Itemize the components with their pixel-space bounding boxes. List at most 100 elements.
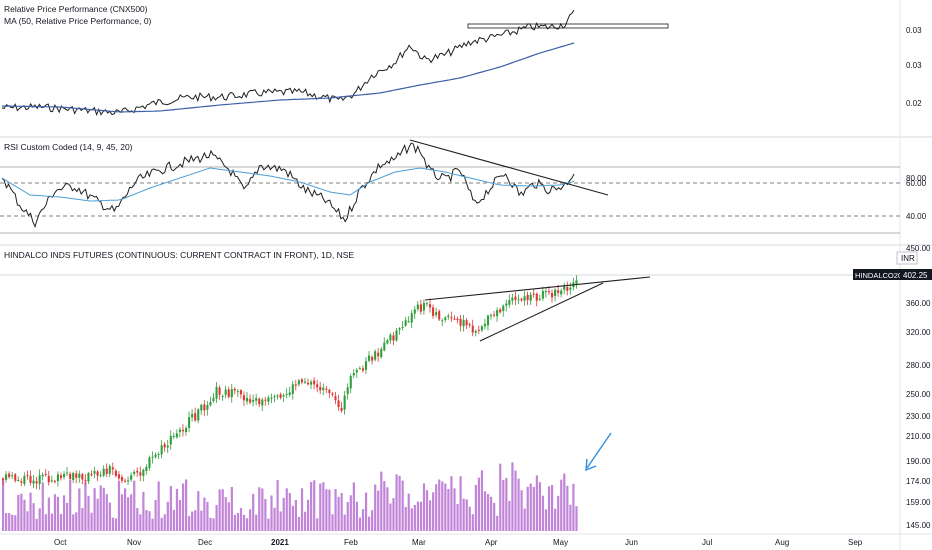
candle <box>47 470 50 486</box>
price-tick: 320.00 <box>906 328 931 337</box>
volume-bar <box>551 484 554 531</box>
price-tick: 145.00 <box>906 521 931 530</box>
volume-bar <box>352 482 355 531</box>
candle <box>395 327 398 342</box>
candle <box>310 379 313 390</box>
candle <box>291 380 294 400</box>
candle <box>87 471 90 485</box>
volume-bar <box>63 495 66 531</box>
candle <box>50 475 53 483</box>
volume-bar <box>50 513 53 531</box>
volume-bar <box>23 499 26 531</box>
candle <box>175 429 178 439</box>
time-label: Oct <box>54 538 67 547</box>
price-legend: HINDALCO INDS FUTURES (CONTINUOUS: CURRE… <box>4 250 354 260</box>
volume-bar <box>358 517 362 531</box>
volume-bar <box>456 503 459 531</box>
candle <box>486 314 490 331</box>
candle <box>316 379 319 393</box>
volume-bar <box>264 498 267 531</box>
candle <box>490 313 493 320</box>
candle <box>352 369 355 378</box>
candle <box>532 288 535 298</box>
time-label: May <box>553 538 568 547</box>
volume-bar <box>291 505 294 531</box>
volume-bar <box>133 480 136 531</box>
candle <box>328 388 331 399</box>
volume-bar <box>483 491 487 531</box>
volume-bar <box>29 492 32 531</box>
volume-bar <box>236 512 240 531</box>
volume-bar <box>160 517 163 531</box>
candle <box>264 396 267 406</box>
price-tick: 250.00 <box>906 390 931 399</box>
candle <box>66 466 69 476</box>
symbol-badge: HINDALCO2021 <box>855 271 910 280</box>
volume-bar <box>163 514 166 531</box>
candle <box>41 472 44 481</box>
candle <box>242 391 246 407</box>
volume-bar <box>221 489 224 531</box>
candle <box>468 322 471 328</box>
candle <box>154 452 157 459</box>
price-tick: 280.00 <box>906 361 931 370</box>
candle <box>331 391 334 397</box>
volume-bar <box>53 494 57 531</box>
volume-bar <box>514 470 517 531</box>
candle <box>432 304 435 319</box>
volume-bar <box>529 483 532 531</box>
candle <box>139 466 142 482</box>
volume-bar <box>563 473 566 531</box>
candle <box>493 311 496 318</box>
volume-bar <box>493 502 496 531</box>
volume-bar <box>377 490 380 531</box>
candle <box>334 391 337 405</box>
candle <box>358 366 361 370</box>
candle <box>554 288 557 302</box>
volume-bar <box>151 518 154 531</box>
time-axis: Oct Nov Dec 2021 Feb Mar Apr May Jun Jul… <box>0 533 932 547</box>
price-tick: 360.00 <box>906 299 931 308</box>
rp-tick: 0.03 <box>906 26 922 35</box>
candle <box>340 401 343 413</box>
candle <box>538 294 541 301</box>
volume-bar <box>297 516 301 531</box>
volume-bar <box>337 496 340 531</box>
volume-bar <box>38 508 41 531</box>
candle <box>90 470 93 477</box>
rp-legend-ma: MA (50, Relative Price Performance, 0) <box>4 16 152 26</box>
candle <box>255 393 258 406</box>
volume-bars <box>2 462 578 531</box>
volume-bar <box>490 496 493 531</box>
candle <box>551 289 554 303</box>
candle <box>499 307 502 314</box>
volume-bar <box>11 514 14 531</box>
rsi-tick: 80.00 <box>906 174 927 183</box>
candle <box>416 301 419 312</box>
rsi-legend: RSI Custom Coded (14, 9, 45, 20) <box>4 142 133 152</box>
time-label: Sep <box>848 538 863 547</box>
volume-bar <box>511 462 514 531</box>
candle <box>389 333 392 344</box>
volume-bar <box>75 512 78 531</box>
volume-bar <box>32 503 35 531</box>
volume-bar <box>435 484 438 531</box>
candle <box>5 471 8 483</box>
volume-bar <box>200 510 203 531</box>
candle <box>63 470 66 480</box>
candle <box>465 318 468 330</box>
volume-bar <box>127 497 130 531</box>
volume-bar <box>303 511 307 531</box>
volume-bar <box>419 501 423 531</box>
candle <box>526 291 529 306</box>
candle <box>383 337 386 352</box>
candle <box>450 311 453 322</box>
volume-bar <box>328 489 331 531</box>
volume-bar <box>111 517 114 531</box>
volume-bar <box>325 489 328 531</box>
candle <box>142 468 145 482</box>
volume-bar <box>242 514 246 531</box>
volume-bar <box>188 516 191 531</box>
volume-bar <box>8 513 11 531</box>
candle <box>572 277 575 291</box>
